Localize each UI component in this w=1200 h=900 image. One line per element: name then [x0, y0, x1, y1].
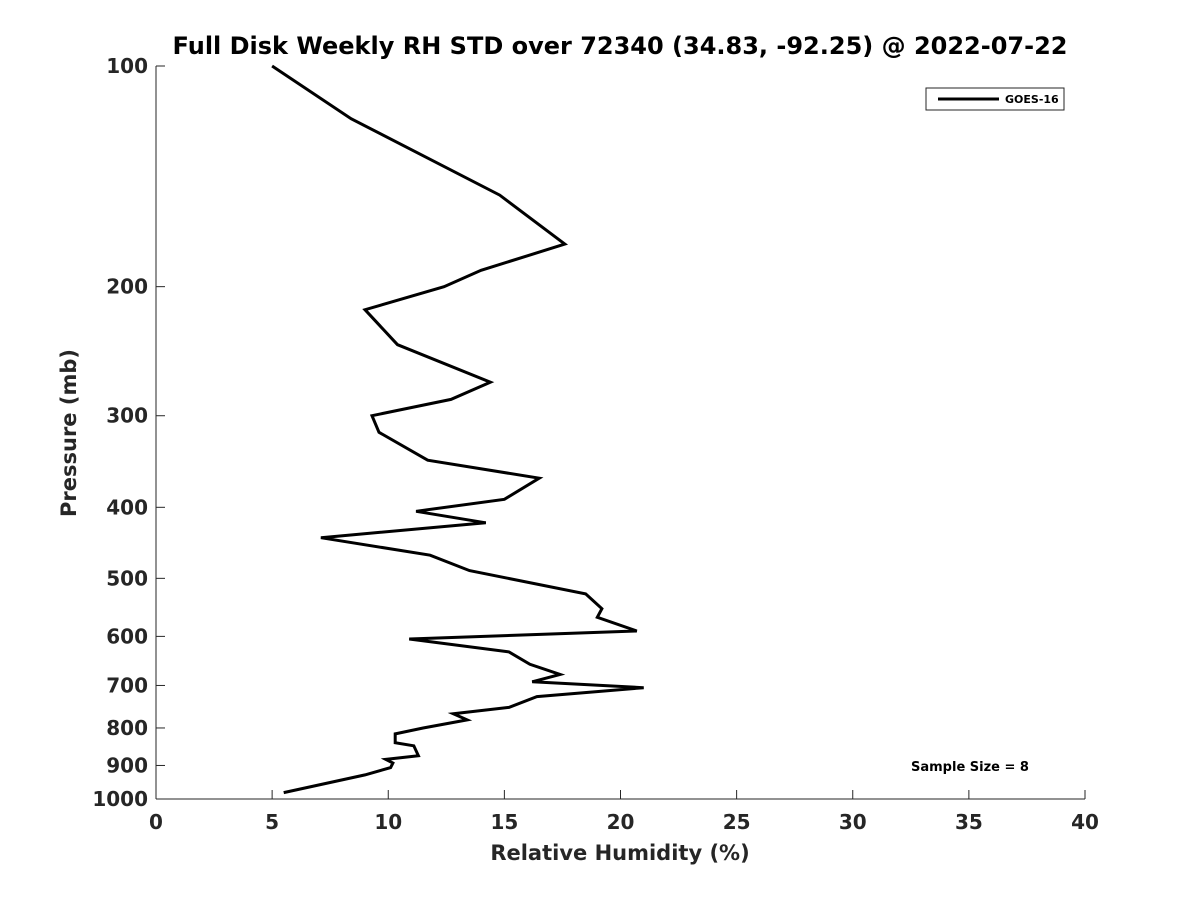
- chart-title: Full Disk Weekly RH STD over 72340 (34.8…: [173, 32, 1068, 60]
- sample-size-annotation: Sample Size = 8: [911, 760, 1029, 775]
- x-tick-label: 5: [265, 810, 279, 834]
- y-tick-label: 700: [106, 673, 148, 697]
- x-tick-label: 35: [955, 810, 983, 834]
- y-tick-label: 800: [106, 716, 148, 740]
- y-axis-ticks: 100 200 300 400 500 600 700 800 900 1000: [92, 54, 165, 811]
- y-tick-label: 100: [106, 54, 148, 78]
- y-tick-label: 1000: [92, 787, 148, 811]
- series-lines: [271, 64, 644, 795]
- x-tick-label: 20: [607, 810, 635, 834]
- y-tick-label: 500: [106, 566, 148, 590]
- x-tick-label: 25: [723, 810, 751, 834]
- y-tick-label: 300: [106, 404, 148, 428]
- legend-entry-goes-16: GOES-16: [1005, 93, 1059, 106]
- x-axis-label: Relative Humidity (%): [490, 841, 749, 865]
- y-tick-label: 900: [106, 753, 148, 777]
- x-tick-label: 30: [839, 810, 867, 834]
- x-axis-ticks: 0 5 10 15 20 25 30 35 40: [149, 790, 1099, 834]
- y-axis-label: Pressure (mb): [57, 349, 81, 517]
- x-tick-label: 15: [490, 810, 518, 834]
- y-tick-label: 400: [106, 495, 148, 519]
- x-tick-label: 10: [374, 810, 402, 834]
- y-tick-label: 600: [106, 624, 148, 648]
- x-tick-label: 0: [149, 810, 163, 834]
- y-tick-label: 200: [106, 275, 148, 299]
- legend: GOES-16: [925, 87, 1065, 111]
- x-tick-label: 40: [1071, 810, 1099, 834]
- series-line-goes-16: [271, 64, 644, 795]
